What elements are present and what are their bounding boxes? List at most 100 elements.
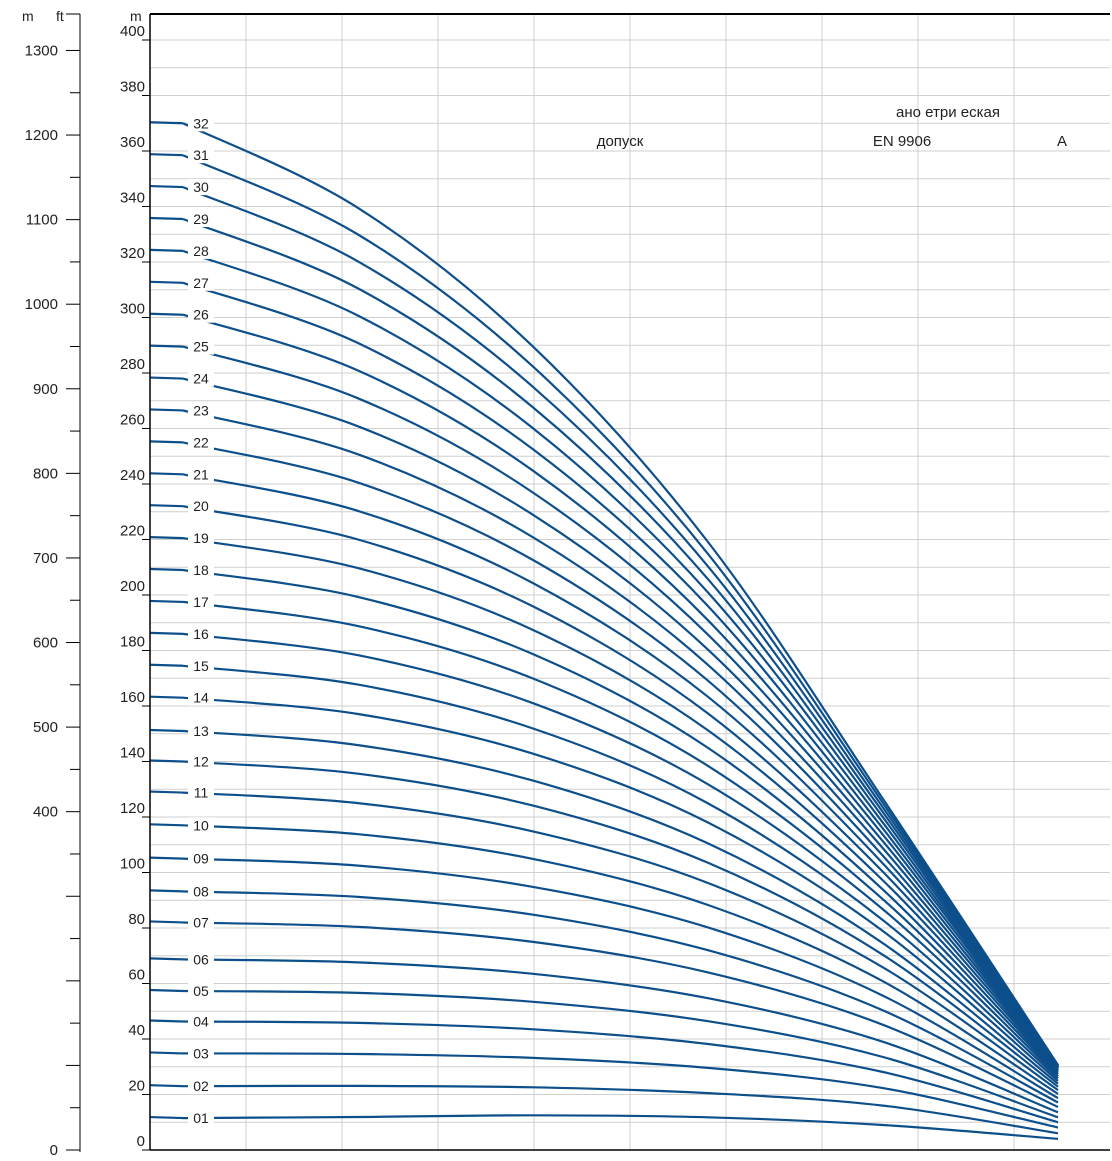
curve-label-bg <box>188 306 214 323</box>
curve-label-25: 25 <box>193 339 209 355</box>
curve-label-bg <box>188 883 214 900</box>
curve-25 <box>182 345 1059 1068</box>
curve-24-leadin <box>149 376 184 380</box>
inner-m-tick-label: 160 <box>120 689 145 706</box>
inner-m-tick-label: 80 <box>128 911 145 928</box>
curve-label-bg <box>188 625 214 642</box>
curve-label-bg <box>188 982 214 999</box>
curve-label-bg <box>188 210 214 227</box>
curve-label-bg <box>188 466 214 483</box>
curve-19-leadin <box>149 536 184 540</box>
curve-label-24: 24 <box>193 371 209 387</box>
curves <box>149 121 1059 1140</box>
inner-m-tick-label: 100 <box>120 856 145 873</box>
curve-11 <box>182 791 1059 1092</box>
annotation-characteristic: ано етри еская <box>896 104 1000 121</box>
curve-13 <box>182 729 1059 1085</box>
inner-m-tick-label: 260 <box>120 412 145 429</box>
curve-label-bg <box>188 1045 214 1062</box>
curve-label-08: 08 <box>193 883 209 899</box>
curve-18 <box>182 568 1059 1074</box>
curve-27-leadin <box>149 280 184 284</box>
ft-tick-label: 1300 <box>25 42 58 59</box>
curve-label-20: 20 <box>193 498 209 514</box>
curve-label-16: 16 <box>193 626 209 642</box>
curve-16 <box>182 632 1059 1077</box>
curve-31-leadin <box>149 153 184 157</box>
curve-19 <box>182 537 1059 1072</box>
curve-label-bg <box>188 1013 214 1030</box>
curve-label-31: 31 <box>193 147 209 163</box>
curve-label-17: 17 <box>193 594 209 610</box>
curve-label-bg <box>188 370 214 387</box>
inner-m-tick-label: 60 <box>128 967 145 984</box>
curve-labels: 01 02 03 04 05 06 07 08 09 10 11 12 13 14 15 16 17 18 19 20… <box>188 115 214 1127</box>
curve-label-02: 02 <box>193 1078 209 1094</box>
curve-label-27: 27 <box>193 275 209 291</box>
curve-label-07: 07 <box>193 914 209 930</box>
curve-21 <box>182 473 1059 1070</box>
curve-label-bg <box>188 274 214 291</box>
curve-label-bg <box>188 147 214 164</box>
curve-06-leadin <box>149 957 184 961</box>
curve-32-leadin <box>149 121 184 125</box>
curve-24 <box>182 377 1059 1068</box>
axes: 0204060801001201401601802002202402602803… <box>25 13 1110 1159</box>
curve-31 <box>182 154 1059 1067</box>
curve-label-bg <box>188 115 214 132</box>
curve-05 <box>182 989 1059 1119</box>
curve-label-bg <box>188 914 214 931</box>
curve-10 <box>182 824 1059 1095</box>
curve-label-12: 12 <box>193 754 209 770</box>
curve-label-bg <box>188 530 214 547</box>
curve-12 <box>182 760 1059 1088</box>
curve-label-26: 26 <box>193 307 209 323</box>
curve-label-32: 32 <box>193 115 209 131</box>
inner-m-tick-label: 120 <box>120 800 145 817</box>
curve-08 <box>182 890 1059 1104</box>
curve-20 <box>182 505 1059 1071</box>
curve-label-bg <box>188 850 214 867</box>
inner-m-tick-label: 280 <box>120 356 145 373</box>
unit-label-inner-m: m <box>130 8 142 24</box>
annotation-tolerance: допуск <box>597 133 644 150</box>
ft-tick-label: 600 <box>33 635 58 652</box>
ft-tick-label: 700 <box>33 550 58 567</box>
curve-26 <box>182 313 1059 1068</box>
ft-tick-label: 1100 <box>26 212 58 229</box>
curve-21-leadin <box>149 472 184 476</box>
curve-label-bg <box>188 434 214 451</box>
curve-label-13: 13 <box>193 723 209 739</box>
curve-label-22: 22 <box>193 434 209 450</box>
curve-label-bg <box>188 593 214 610</box>
curve-29 <box>182 217 1059 1067</box>
inner-m-tick-label: 400 <box>120 23 145 40</box>
curve-26-leadin <box>149 312 184 316</box>
curve-03-leadin <box>149 1051 184 1055</box>
curve-11-leadin <box>149 790 184 794</box>
curve-label-bg <box>188 1078 214 1095</box>
inner-m-tick-label: 220 <box>120 523 145 540</box>
inner-m-tick-label: 240 <box>120 467 145 484</box>
curve-label-28: 28 <box>193 243 209 259</box>
ft-tick-label: 0 <box>50 1142 58 1159</box>
curve-18-leadin <box>149 567 184 572</box>
curve-label-05: 05 <box>193 983 209 999</box>
curve-label-19: 19 <box>193 530 209 546</box>
curve-label-bg <box>188 753 214 770</box>
curve-07-leadin <box>149 920 184 924</box>
curve-04 <box>182 1020 1059 1124</box>
ft-tick-label: 400 <box>33 804 58 821</box>
curve-20-leadin <box>149 504 184 508</box>
curve-label-bg <box>188 722 214 739</box>
inner-m-tick-label: 380 <box>120 79 145 96</box>
curve-label-bg <box>188 689 214 706</box>
curve-12-leadin <box>149 759 184 763</box>
curve-02 <box>182 1084 1059 1135</box>
inner-m-tick-label: 300 <box>120 301 145 318</box>
curve-02-leadin <box>149 1084 184 1088</box>
curve-label-bg <box>188 817 214 834</box>
unit-label-ft: ft <box>56 8 64 24</box>
ft-tick-label: 800 <box>33 465 58 482</box>
curve-17-leadin <box>149 599 184 604</box>
